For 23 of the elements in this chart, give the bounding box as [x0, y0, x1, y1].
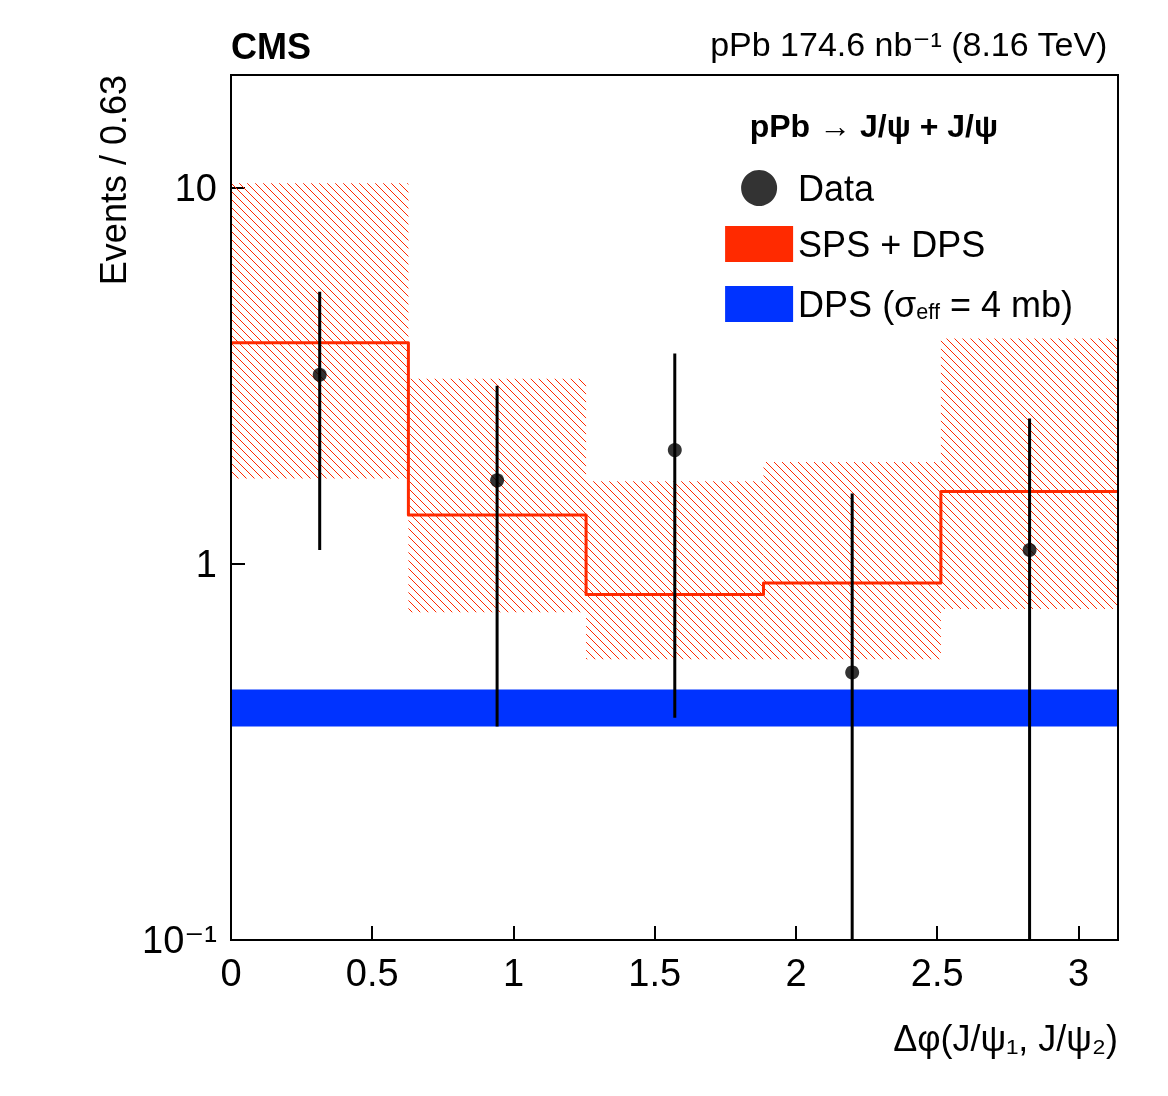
- legend-title: pPb → J/ψ + J/ψ: [749, 108, 998, 144]
- legend-label: SPS + DPS: [798, 223, 986, 265]
- point: [312, 367, 327, 382]
- point: [845, 665, 860, 680]
- y-tick-label: 1: [195, 543, 217, 586]
- x-tick-label: 3: [1067, 952, 1090, 994]
- x-tick-label: 2.5: [910, 952, 964, 994]
- y-tick-label: 10: [174, 167, 217, 210]
- legend-label: DPS (σeff = 4 mb): [798, 283, 1074, 325]
- y-axis-title: Events / 0.63: [92, 75, 134, 286]
- text: CMS: [231, 25, 311, 67]
- y-tick-label: 10⁻¹: [142, 919, 217, 961]
- x-tick-label: 2: [785, 952, 807, 994]
- x-tick-label: 0: [220, 952, 242, 994]
- point: [1022, 543, 1037, 558]
- x-tick-label: 1: [502, 952, 525, 994]
- point: [490, 473, 505, 488]
- x-tick-label: 0.5: [345, 952, 399, 994]
- x-tick-label: 1.5: [628, 952, 682, 994]
- point: [667, 443, 682, 458]
- legend-label: Data: [798, 167, 876, 209]
- x-axis-title: Δφ(J/ψ₁, J/ψ₂): [893, 1017, 1118, 1059]
- chart-title: pPb 174.6 nb⁻¹ (8.16 TeV): [710, 25, 1108, 63]
